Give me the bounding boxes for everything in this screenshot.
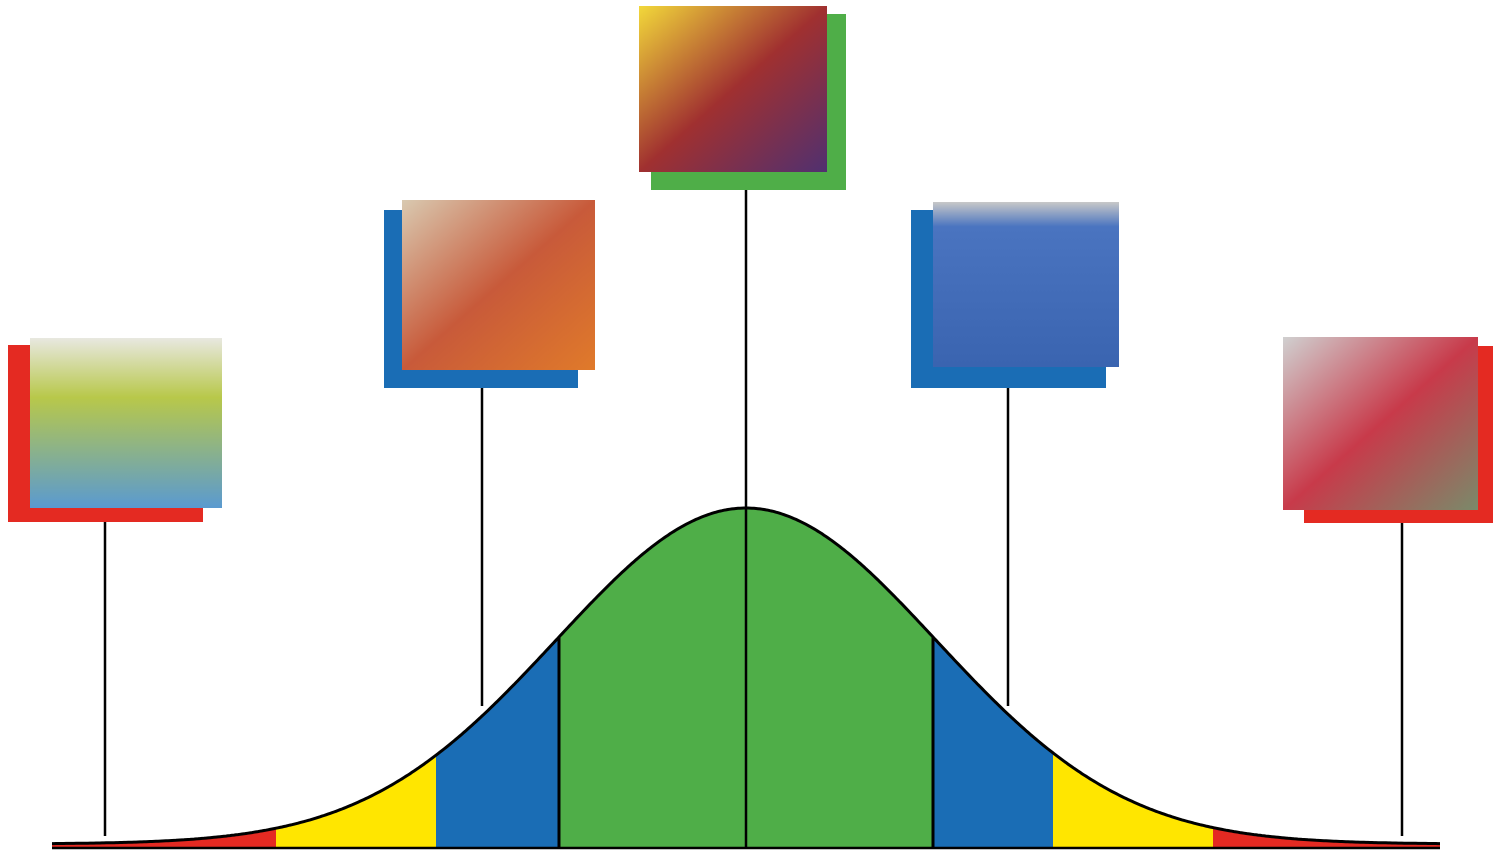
photo (1283, 337, 1478, 510)
curve-region (933, 637, 1053, 848)
photo-card (8, 338, 222, 522)
photo (933, 202, 1119, 367)
photo-card (639, 6, 846, 190)
photo-card (911, 202, 1119, 388)
photo (639, 6, 827, 172)
curve-region (276, 755, 436, 848)
curve-region (52, 828, 276, 848)
photo (402, 200, 595, 370)
photo (30, 338, 222, 508)
connectors (103, 190, 1404, 848)
photo-card (384, 200, 595, 388)
bell-curve (52, 506, 1440, 850)
curve-region (436, 637, 559, 848)
photo-card (1283, 337, 1493, 523)
curve-region (1053, 752, 1213, 848)
curve-region (1213, 827, 1440, 848)
